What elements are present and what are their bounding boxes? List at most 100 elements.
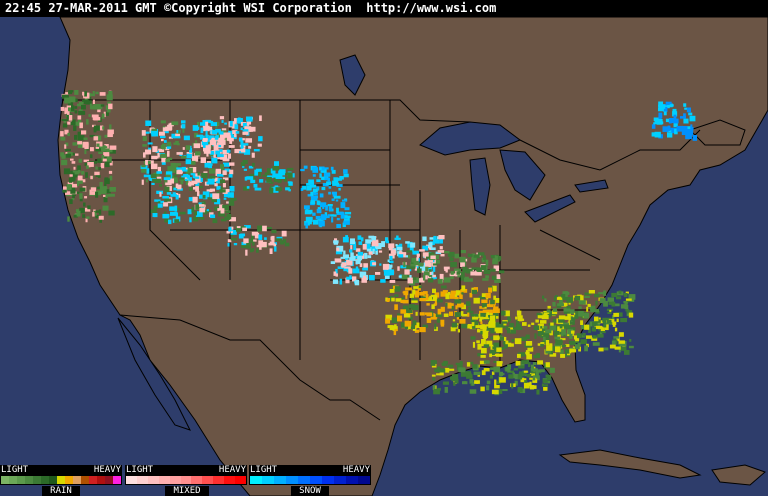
radar-echo [410,324,415,329]
radar-echo [434,323,437,330]
radar-echo [549,325,556,331]
radar-echo [663,105,670,109]
radar-echo [339,278,343,285]
radar-echo [173,142,178,145]
canada-maritime [689,119,746,146]
radar-echo [312,219,319,225]
radar-echo [566,305,571,309]
radar-echo [109,124,112,130]
radar-echo [73,125,77,131]
radar-echo [342,212,345,216]
radar-echo [91,114,99,118]
radar-echo [398,275,402,278]
radar-echo [144,165,148,168]
radar-echo [470,317,476,323]
radar-echo [349,275,352,279]
radar-echo [611,292,618,298]
radar-echo [193,187,198,190]
radar-echo [533,354,540,359]
radar-echo [325,215,330,219]
legend-rain-label: RAIN [42,486,80,496]
radar-echo [428,265,433,271]
radar-echo [432,288,436,293]
radar-echo [515,316,518,320]
radar-echo [490,328,495,334]
radar-echo [512,372,515,379]
radar-echo [167,157,173,161]
radar-echo [336,184,343,187]
radar-echo [330,261,336,265]
radar-echo [107,109,111,113]
radar-echo [191,156,199,162]
radar-echo [210,122,218,127]
radar-echo [319,173,322,178]
radar-echo [252,177,257,180]
radar-echo [141,130,146,136]
radar-echo [450,271,454,275]
radar-echo [400,322,407,328]
radar-echo [428,242,433,248]
radar-echo [352,276,357,282]
radar-echo [574,335,578,340]
radar-echo [217,208,220,211]
radar-echo [99,182,103,187]
radar-echo [503,322,507,326]
radar-echo [309,210,313,213]
radar-echo [243,149,251,155]
radar-echo [422,252,429,257]
radar-echo [596,321,600,326]
radar-echo [109,187,116,192]
radar-echo [575,339,579,344]
radar-echo [422,324,428,328]
radar-echo [689,115,696,122]
radar-echo [148,176,152,180]
radar-echo [164,179,168,185]
scale-swatch [33,476,41,484]
radar-echo [65,148,71,152]
radar-echo [308,179,314,185]
radar-echo [584,324,590,330]
radar-echo [424,271,430,276]
radar-echo [392,249,396,256]
radar-echo [172,165,179,170]
radar-echo [219,139,226,145]
radar-echo [440,319,445,325]
radar-echo [594,293,600,298]
radar-echo [242,122,250,128]
radar-echo [625,291,629,294]
radar-echo [222,183,226,188]
radar-echo [439,273,444,280]
radar-echo [242,131,249,135]
radar-echo [509,343,514,347]
radar-echo [98,209,102,215]
radar-echo [410,242,416,248]
radar-echo [98,215,104,220]
scale-swatch [136,476,148,484]
radar-echo [628,312,634,318]
radar-echo [591,327,597,332]
scale-swatch [334,476,346,484]
radar-echo [404,269,410,275]
radar-echo [427,275,432,280]
radar-echo [597,334,604,338]
radar-echo [348,268,353,274]
radar-echo [151,130,159,137]
radar-echo [209,150,215,155]
radar-echo [226,230,230,234]
radar-echo [492,346,498,350]
radar-echo [615,312,623,317]
radar-echo [540,312,545,317]
radar-echo [493,256,501,262]
radar-echo [463,259,467,266]
radar-echo [588,327,591,333]
radar-echo [152,212,156,218]
radar-echo [480,321,483,325]
radar-echo [79,207,85,214]
radar-echo [491,371,495,375]
radar-echo [415,311,418,316]
radar-echo [359,271,367,278]
radar-echo [191,206,195,213]
radar-echo [205,209,212,213]
radar-echo [99,92,106,96]
radar-echo [466,362,471,367]
